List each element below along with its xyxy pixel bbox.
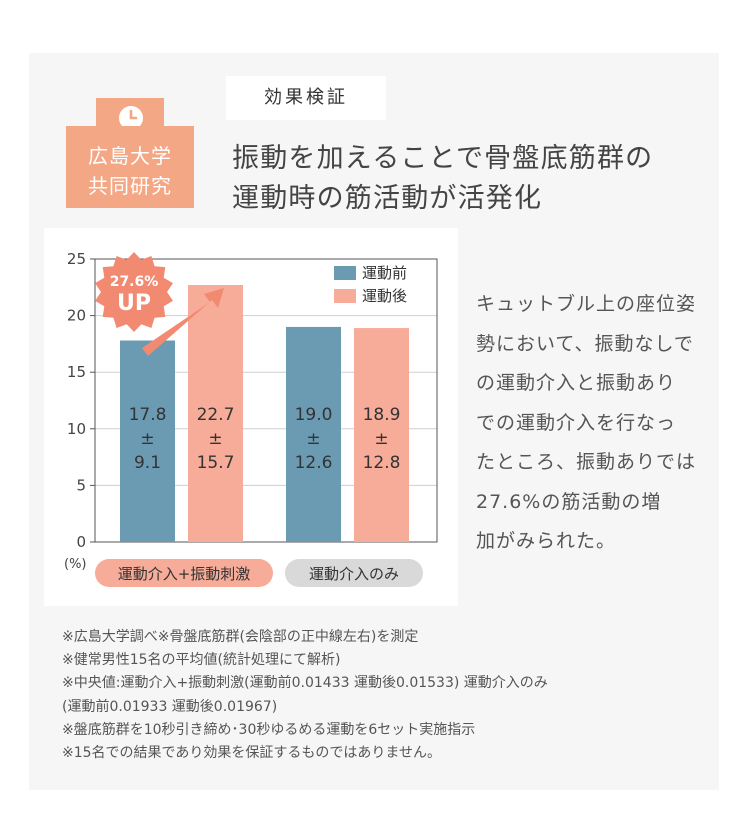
footnote-line: ※盤底筋群を10秒引き締め･30秒ゆるめる運動を6セット実施指示 <box>62 721 476 738</box>
bar-data-label: ± <box>306 429 320 449</box>
description-line: 勢において、振動なしで <box>476 332 694 355</box>
increase-arrow <box>142 288 224 356</box>
bar <box>354 328 409 542</box>
bar-data-label: 9.1 <box>134 453 161 473</box>
description-line: たところ、振動ありでは <box>476 451 697 473</box>
category-label: 運動介入のみ <box>309 565 399 583</box>
bar <box>286 326 341 542</box>
headline-line-2: 運動時の筋活動が活発化 <box>232 183 543 214</box>
burst-percent: 27.6% <box>110 274 159 290</box>
clock-icon <box>119 106 143 130</box>
bar-data-label: 12.6 <box>295 453 333 473</box>
legend-swatch <box>334 266 356 280</box>
legend-label: 運動前 <box>362 264 407 282</box>
legend-swatch <box>334 289 356 303</box>
headline-line-1: 振動を加えることで骨盤底筋群の <box>232 143 654 174</box>
increase-burst <box>95 252 173 332</box>
legend-label: 運動後 <box>362 287 407 305</box>
bar-data-label: 18.9 <box>363 405 401 425</box>
y-tick-label: 15 <box>67 363 86 381</box>
chart-container: 0 5 10 15 20 25 (%) 17.8 ±9.1 19.0 ±12.6 22.7 ±15.7 1… <box>44 228 458 606</box>
category-pill <box>285 559 423 587</box>
bar-data-label: 17.8 <box>129 405 167 425</box>
bar <box>188 285 243 542</box>
description-line: 27.6%の筋活動の増 <box>476 490 662 513</box>
bar-data-label: ± <box>208 429 222 449</box>
bar-data-label: 15.7 <box>197 453 235 473</box>
bar-data-label: 12.8 <box>363 453 401 473</box>
bar-data-label: 22.7 <box>197 405 235 425</box>
y-tick-label: 5 <box>76 476 86 494</box>
footnote-line: ※中央値:運動介入+振動刺激(運動前0.01433 運動後0.01533) 運動… <box>62 675 548 692</box>
verification-label: 効果検証 <box>226 76 386 120</box>
description-line: 加がみられた。 <box>476 530 617 552</box>
footnote-line: ※健常男性15名の平均値(統計処理にて解析) <box>62 652 341 669</box>
y-tick-label: 20 <box>67 307 86 325</box>
footnote-line: ※広島大学調べ※骨盤底筋群(会陰部の正中線左右)を測定 <box>62 629 419 645</box>
description-line: キュットブル上の座位姿 <box>476 293 697 315</box>
bar-data-label: ± <box>140 429 154 449</box>
footnote-line: (運動前0.01933 運動後0.01967) <box>62 698 278 715</box>
y-axis-label: (%) <box>64 557 87 572</box>
bar-data-label: 19.0 <box>295 405 333 425</box>
badge-line-1: 広島大学 <box>88 144 172 168</box>
category-label: 運動介入+振動刺激 <box>118 565 251 583</box>
research-badge: 広島大学 共同研究 <box>66 126 194 208</box>
category-pill <box>95 559 273 587</box>
y-tick-label: 25 <box>67 250 86 268</box>
bar-chart: 0 5 10 15 20 25 (%) 17.8 ±9.1 19.0 ±12.6 22.7 ±15.7 1… <box>64 250 438 587</box>
y-tick-label: 10 <box>67 420 86 438</box>
badge-line-2: 共同研究 <box>88 174 172 198</box>
bar-data-label: ± <box>374 429 388 449</box>
bar <box>120 340 175 542</box>
description-line: の運動介入と振動あり <box>476 372 677 394</box>
plot-border <box>94 258 438 543</box>
y-tick-label: 0 <box>76 533 86 551</box>
description-line: での運動介入を行なっ <box>476 411 677 434</box>
burst-up: UP <box>117 291 151 316</box>
footnote-line: ※15名での結果であり効果を保証するものではありません。 <box>62 745 441 761</box>
